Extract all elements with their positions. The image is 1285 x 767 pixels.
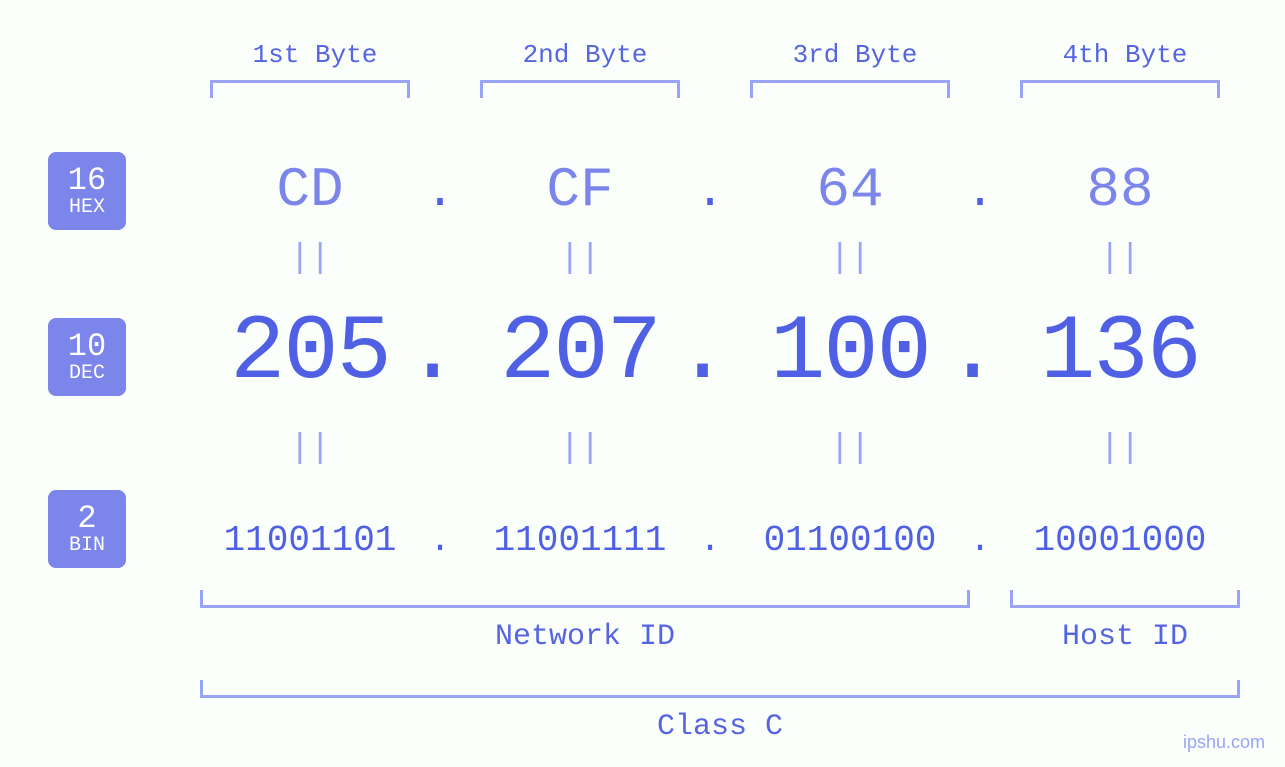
byte-bracket-1 [210,80,410,98]
hex-dot-1: . [420,166,460,220]
bin-4: 10001000 [1005,520,1235,561]
eq2-2: || [480,430,680,468]
badge-dec: 10 DEC [48,318,126,396]
eq1-2: || [480,240,680,278]
dec-dot-3: . [945,300,985,405]
class-label: Class C [200,710,1240,744]
eq2-3: || [750,430,950,468]
byte-bracket-4 [1020,80,1220,98]
byte-bracket-3 [750,80,950,98]
byte-label-3: 3rd Byte [755,40,955,70]
hex-dot-3: . [960,166,1000,220]
eq2-1: || [210,430,410,468]
byte-bracket-2 [480,80,680,98]
bin-1: 11001101 [195,520,425,561]
bin-2: 11001111 [465,520,695,561]
dec-dot-1: . [405,300,445,405]
badge-hex-lbl: HEX [69,197,105,218]
hex-4: 88 [1020,158,1220,222]
badge-bin-lbl: BIN [69,535,105,556]
eq1-1: || [210,240,410,278]
bin-dot-2: . [690,520,730,561]
host-label: Host ID [1010,620,1240,654]
byte-label-2: 2nd Byte [485,40,685,70]
badge-hex-num: 16 [68,164,106,198]
hex-2: CF [480,158,680,222]
eq2-4: || [1020,430,1220,468]
badge-dec-num: 10 [68,330,106,364]
dec-2: 207 [465,300,695,405]
host-bracket [1010,590,1240,608]
dec-4: 136 [1005,300,1235,405]
badge-bin-num: 2 [77,502,96,536]
byte-label-4: 4th Byte [1025,40,1225,70]
bin-dot-1: . [420,520,460,561]
badge-dec-lbl: DEC [69,363,105,384]
bin-dot-3: . [960,520,1000,561]
badge-bin: 2 BIN [48,490,126,568]
eq1-4: || [1020,240,1220,278]
network-bracket [200,590,970,608]
eq1-3: || [750,240,950,278]
dec-1: 205 [195,300,425,405]
byte-label-1: 1st Byte [215,40,415,70]
class-bracket [200,680,1240,698]
watermark: ipshu.com [1183,732,1265,753]
badge-hex: 16 HEX [48,152,126,230]
bin-3: 01100100 [735,520,965,561]
network-label: Network ID [200,620,970,654]
hex-3: 64 [750,158,950,222]
dec-3: 100 [735,300,965,405]
hex-1: CD [210,158,410,222]
hex-dot-2: . [690,166,730,220]
dec-dot-2: . [675,300,715,405]
